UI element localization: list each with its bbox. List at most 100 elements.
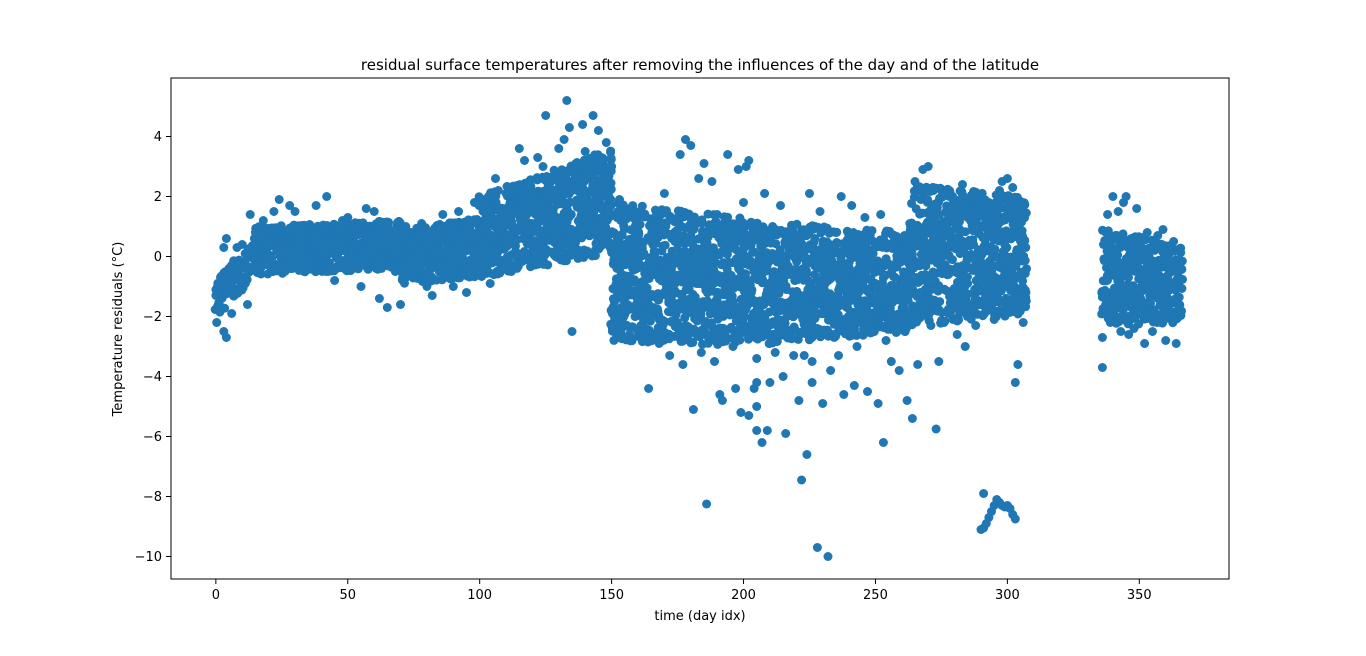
data-point: [219, 243, 229, 252]
data-point: [831, 228, 841, 237]
data-point: [791, 327, 801, 336]
x-tick-label: 250: [863, 588, 888, 603]
data-point: [958, 180, 967, 189]
data-point: [696, 311, 706, 321]
data-point: [443, 273, 453, 282]
data-point: [564, 123, 574, 132]
data-point: [227, 309, 237, 318]
data-point: [810, 234, 820, 243]
data-point: [878, 438, 888, 447]
data-point: [752, 402, 762, 411]
data-point: [1010, 514, 1020, 524]
data-point: [710, 357, 719, 366]
data-point: [728, 342, 738, 351]
data-point: [316, 243, 326, 252]
data-point: [1008, 183, 1018, 192]
data-point: [462, 288, 471, 297]
x-tick-label: 350: [1127, 588, 1152, 603]
data-point: [823, 552, 833, 561]
data-point: [520, 156, 529, 165]
data-point: [1155, 318, 1165, 327]
data-point: [723, 150, 733, 159]
data-point: [828, 297, 838, 306]
data-point: [448, 282, 458, 291]
y-axis-label: Temperature residuals (°C): [111, 242, 126, 418]
data-point: [625, 273, 635, 282]
data-point: [1177, 284, 1187, 293]
data-point: [768, 222, 778, 231]
data-point: [744, 411, 754, 420]
data-point: [237, 240, 247, 249]
data-point: [1140, 235, 1150, 245]
data-point: [250, 228, 260, 237]
data-point: [915, 288, 925, 297]
data-point: [1021, 208, 1031, 218]
data-point: [995, 186, 1004, 195]
data-point: [849, 381, 859, 390]
data-point: [797, 475, 807, 485]
data-point: [907, 414, 917, 423]
data-point: [897, 297, 907, 306]
data-point: [644, 384, 654, 393]
data-point: [955, 225, 965, 234]
data-point: [401, 222, 411, 231]
data-point: [725, 243, 735, 252]
data-point: [968, 219, 978, 228]
data-point: [931, 424, 941, 434]
data-point: [736, 408, 746, 417]
data-point: [620, 333, 630, 342]
data-point: [290, 207, 300, 216]
data-point: [634, 227, 644, 237]
data-point: [1131, 255, 1141, 265]
data-point: [1137, 243, 1147, 252]
data-point: [683, 273, 693, 282]
data-point: [549, 210, 559, 219]
y-tick-label: −8: [143, 490, 162, 505]
data-point: [1021, 302, 1031, 312]
x-tick-label: 150: [599, 588, 624, 603]
data-point: [707, 177, 717, 186]
data-point: [496, 210, 506, 219]
data-point: [681, 135, 690, 144]
y-tick-label: −2: [143, 310, 162, 325]
data-point: [694, 174, 704, 183]
data-point: [1105, 318, 1115, 327]
data-point: [826, 366, 836, 375]
data-point: [860, 213, 870, 222]
data-point: [654, 339, 664, 348]
data-point: [256, 269, 266, 279]
data-point: [525, 228, 535, 237]
data-point: [746, 288, 756, 297]
data-point: [871, 279, 880, 288]
data-point: [382, 303, 392, 312]
data-point: [1018, 276, 1028, 286]
y-tick-label: −4: [143, 370, 162, 385]
data-point: [807, 378, 817, 387]
data-point: [815, 207, 825, 216]
data-point: [1126, 246, 1136, 255]
data-point: [1124, 330, 1134, 339]
data-point: [356, 282, 366, 291]
data-point: [1013, 360, 1023, 369]
data-point: [868, 324, 878, 333]
data-point: [1121, 192, 1131, 201]
data-point: [886, 357, 896, 366]
data-point: [913, 360, 923, 369]
data-point: [221, 333, 231, 342]
data-point: [965, 306, 975, 315]
data-point: [954, 315, 964, 325]
data-point: [1148, 327, 1157, 336]
data-point: [285, 201, 295, 210]
data-point: [221, 234, 231, 243]
data-point: [322, 192, 332, 201]
data-point: [1113, 250, 1123, 260]
data-point: [567, 327, 577, 336]
y-tick-label: 4: [154, 130, 162, 145]
data-point: [776, 201, 785, 210]
data-point: [1010, 378, 1020, 387]
data-point: [559, 135, 569, 144]
data-point: [884, 288, 894, 297]
data-point: [1169, 237, 1179, 246]
data-point: [1145, 288, 1155, 297]
data-point: [396, 300, 405, 309]
